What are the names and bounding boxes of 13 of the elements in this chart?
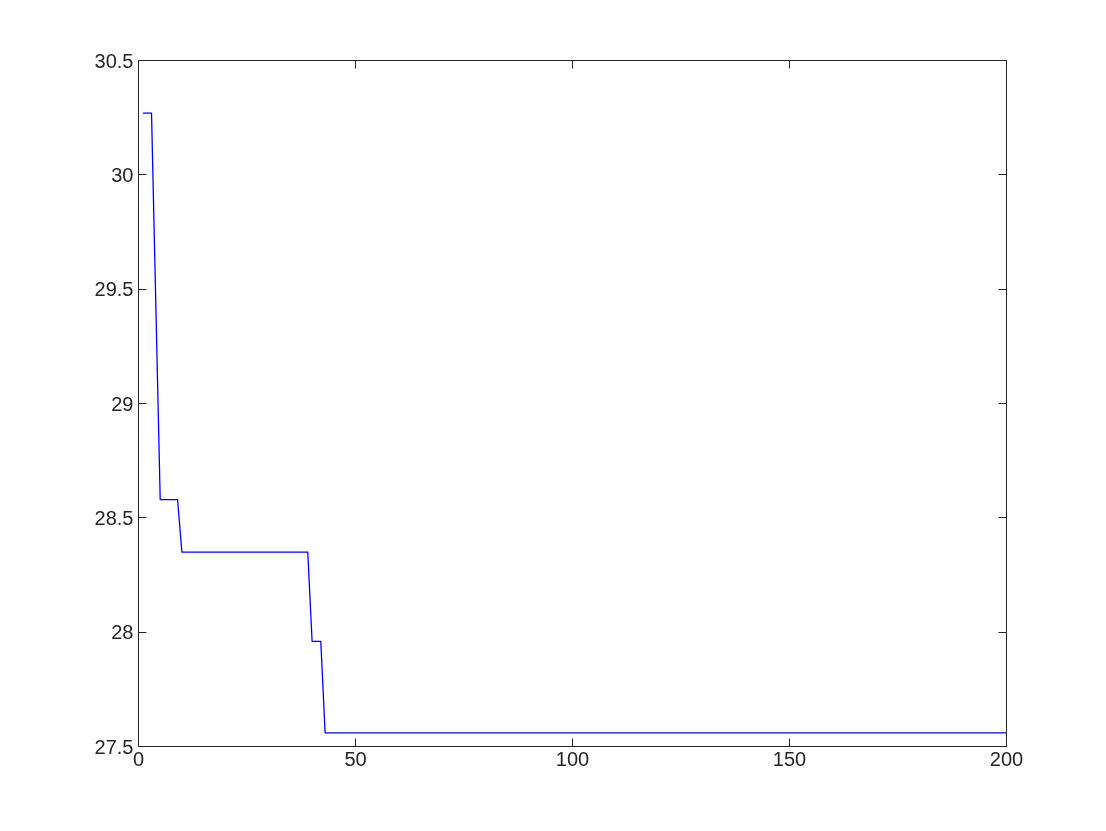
x-tick-label: 200 [989,747,1024,770]
y-tick-label: 28.5 [94,506,134,529]
x-tick-label: 0 [132,747,145,770]
y-tick-label: 29 [111,392,134,415]
x-tick-label: 150 [772,747,807,770]
y-tick-label: 28 [111,621,134,644]
y-tick-label: 27.5 [94,735,134,758]
line-series [142,112,1007,734]
y-tick-label: 30.5 [94,49,134,72]
y-tick-label: 30 [111,163,134,186]
y-tick-label: 29.5 [94,278,134,301]
x-tick-label: 50 [344,747,367,770]
x-tick-label: 100 [555,747,590,770]
